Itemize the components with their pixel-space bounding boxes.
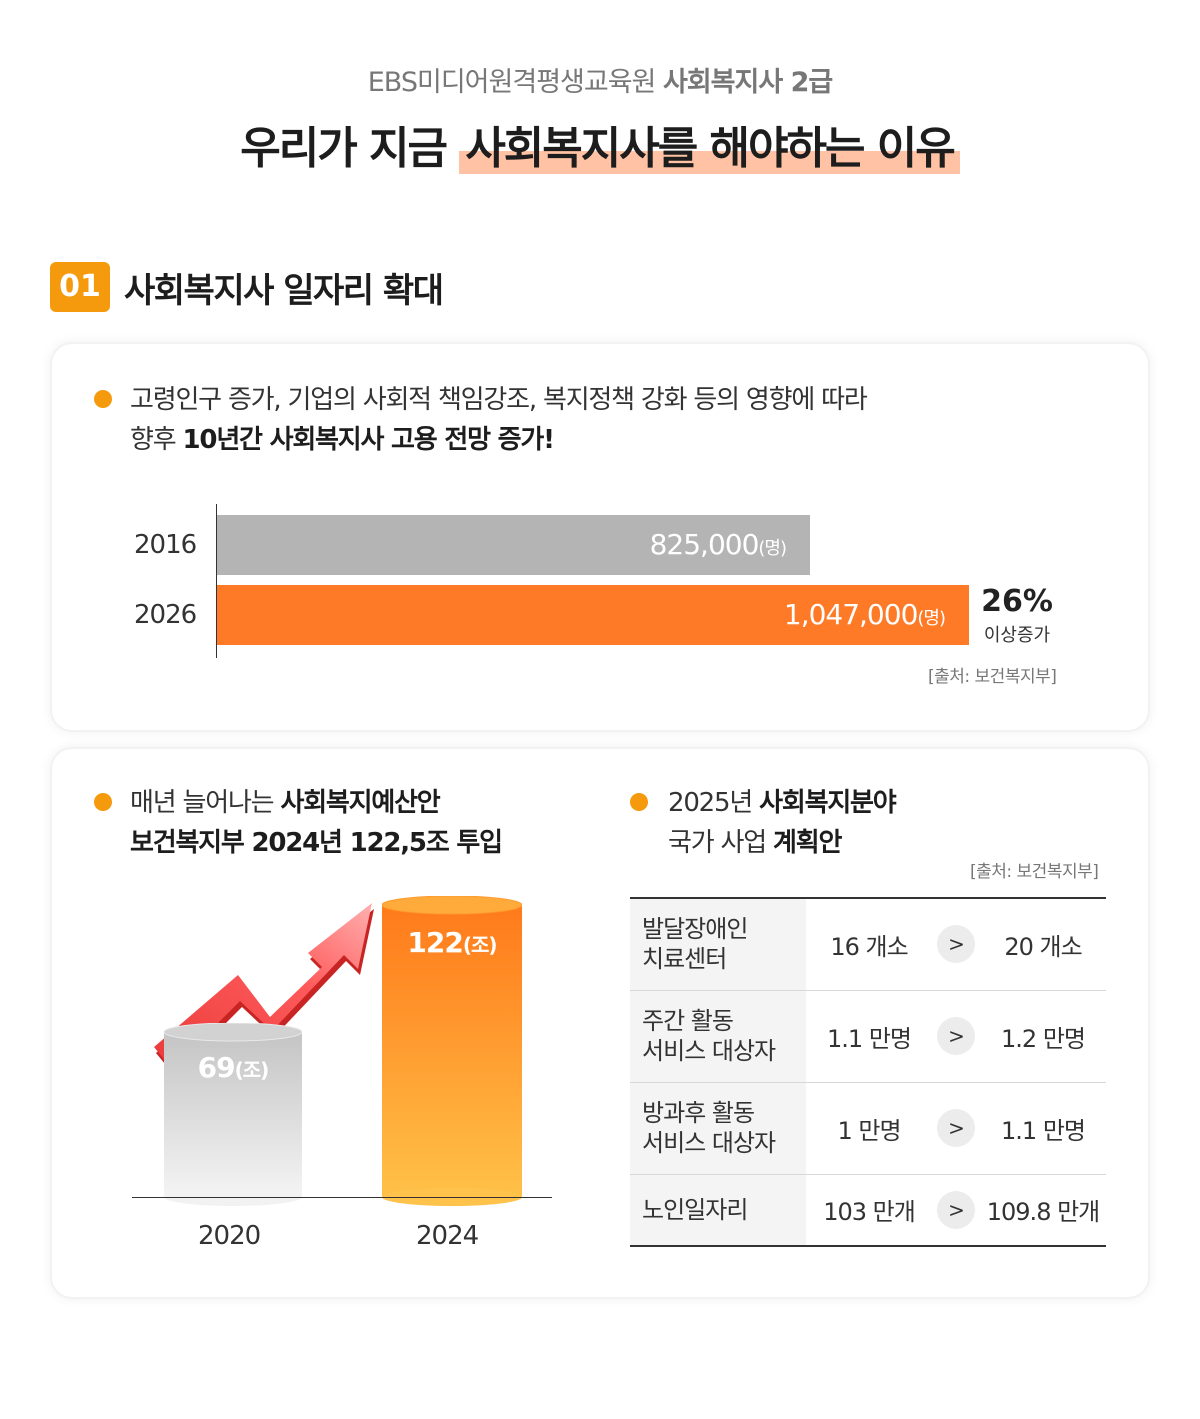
- value-to: 109.8 만개: [980, 1174, 1106, 1247]
- value-to: 1.2 만명: [980, 990, 1106, 1083]
- growth-label: 이상증가: [983, 625, 1051, 646]
- source-note: [출처: 보건복지부]: [928, 667, 1057, 687]
- row-label-line: 서비스 대상자: [642, 1037, 776, 1065]
- row-label: 주간 활동 서비스 대상자: [630, 990, 806, 1083]
- cylinder-value-number: 69: [197, 1051, 236, 1084]
- plan-line-1-prefix: 2025년: [668, 788, 753, 818]
- row-label-line: 서비스 대상자: [642, 1129, 776, 1157]
- cylinder-value-unit: (조): [462, 933, 498, 957]
- value-to: 20 개소: [980, 897, 1106, 991]
- chevron-right-icon: >: [937, 925, 975, 964]
- cylinder-shape: [164, 1023, 302, 1206]
- cylinder-value: 122(조): [382, 926, 522, 959]
- employment-line-2: 향후 10년간 사회복지사 고용 전망 증가!: [130, 420, 867, 460]
- budget-line-1-prefix: 매년 늘어나는: [130, 788, 275, 818]
- plan-text: 2025년 사회복지분야 국가 사업 계획안: [668, 783, 897, 863]
- chart-baseline: [132, 1197, 552, 1198]
- employment-line-2-prefix: 향후: [130, 425, 177, 455]
- budget-line-2-bold: 보건복지부 2024년 122,5조 투입: [130, 828, 503, 858]
- row-label: 노인일자리: [630, 1174, 806, 1247]
- bar-value-label: 1,047,000: [783, 598, 919, 631]
- section-title: 사회복지사 일자리 확대: [124, 270, 444, 311]
- arrow-cell: >: [932, 990, 980, 1083]
- value-from: 1 만명: [806, 1082, 932, 1175]
- bar-value-label: 825,000: [649, 528, 760, 561]
- cylinder-top: [382, 896, 522, 915]
- employment-text: 고령인구 증가, 기업의 사회적 책임강조, 복지정책 강화 등의 영향에 따라…: [130, 380, 868, 460]
- page-title-highlight: 사회복지사를 해야하는 이유: [459, 123, 960, 174]
- row-label: 방과후 활동 서비스 대상자: [630, 1082, 806, 1175]
- chart-axis: [216, 504, 217, 658]
- section-number-badge: 01: [50, 262, 110, 312]
- bar-unit-label: (명): [758, 538, 787, 559]
- bullet-dot-icon: [94, 390, 112, 408]
- page-title-prefix: 우리가 지금: [240, 123, 448, 174]
- bar-year-label: 2016: [134, 530, 197, 560]
- plan-line-1-bold: 사회복지분야: [759, 788, 897, 818]
- cylinder-value: 69(조): [164, 1051, 302, 1084]
- plan-line-2-bold: 계획안: [773, 828, 842, 858]
- table-row: 노인일자리 103 만개 > 109.8 만개: [630, 1174, 1106, 1247]
- arrow-cell: >: [932, 1174, 980, 1247]
- value-to: 1.1 만명: [980, 1082, 1106, 1175]
- page-title: 우리가 지금 사회복지사를 해야하는 이유: [0, 112, 1200, 176]
- bar-unit-label: (명): [917, 608, 946, 629]
- budget-text: 매년 늘어나는 사회복지예산안 보건복지부 2024년 122,5조 투입: [130, 783, 503, 863]
- plan-line-2: 국가 사업 계획안: [668, 823, 896, 863]
- source-note: [출처: 보건복지부]: [970, 862, 1099, 882]
- institute-name: EBS미디어원격평생교육원: [367, 67, 657, 98]
- employment-line-2-bold: 10년간 사회복지사 고용 전망 증가!: [182, 425, 555, 455]
- budget-line-2: 보건복지부 2024년 122,5조 투입: [130, 823, 503, 863]
- plan-table: 발달장애인 치료센터 16 개소 > 20 개소 주간 활동 서비스 대상자 1.1…: [630, 897, 1106, 1247]
- table-row: 주간 활동 서비스 대상자 1.1 만명 > 1.2 만명: [630, 990, 1106, 1083]
- budget-card: 매년 늘어나는 사회복지예산안 보건복지부 2024년 122,5조 투입 69…: [50, 747, 1150, 1299]
- table-row: 발달장애인 치료센터 16 개소 > 20 개소: [630, 897, 1106, 991]
- row-label-line: 방과후 활동: [642, 1099, 755, 1127]
- bullet-dot-icon: [94, 793, 112, 811]
- row-label: 발달장애인 치료센터: [630, 897, 806, 991]
- cylinder-year-label: 2020: [198, 1221, 261, 1251]
- budget-cylinder-2024: 122(조): [382, 896, 522, 1206]
- bar-2016: 825,000(명): [217, 515, 810, 575]
- bullet-dot-icon: [630, 793, 648, 811]
- cylinder-year-label: 2024: [416, 1221, 479, 1251]
- growth-percent: 26%: [981, 584, 1053, 619]
- budget-line-1-bold: 사회복지예산안: [280, 788, 440, 818]
- employment-card: 고령인구 증가, 기업의 사회적 책임강조, 복지정책 강화 등의 영향에 따라…: [50, 342, 1150, 732]
- row-label-line: 발달장애인: [642, 915, 748, 944]
- row-label-line: 치료센터: [642, 945, 727, 974]
- table-row: 방과후 활동 서비스 대상자 1 만명 > 1.1 만명: [630, 1082, 1106, 1175]
- bar-year-label: 2026: [134, 600, 197, 630]
- course-name: 사회복지사 2급: [663, 67, 833, 98]
- arrow-cell: >: [932, 1082, 980, 1175]
- cylinder-shape: [382, 896, 522, 1206]
- arrow-cell: >: [932, 897, 980, 991]
- budget-cylinder-2020: 69(조): [164, 1023, 302, 1206]
- section-header: 01 사회복지사 일자리 확대: [50, 262, 444, 312]
- value-from: 16 개소: [806, 897, 932, 991]
- chevron-right-icon: >: [937, 1017, 975, 1055]
- row-label-line: 노인일자리: [642, 1195, 748, 1224]
- chevron-right-icon: >: [937, 1109, 975, 1147]
- cylinder-top: [164, 1023, 302, 1042]
- value-from: 1.1 만명: [806, 990, 932, 1083]
- cylinder-body: [164, 1032, 302, 1197]
- cylinder-value-unit: (조): [234, 1058, 270, 1082]
- plan-line-1: 2025년 사회복지분야: [668, 783, 897, 823]
- chevron-right-icon: >: [937, 1190, 975, 1229]
- value-from: 103 만개: [806, 1174, 932, 1247]
- plan-line-2-prefix: 국가 사업: [668, 828, 767, 858]
- budget-line-1: 매년 늘어나는 사회복지예산안: [130, 783, 502, 823]
- cylinder-body: [382, 905, 522, 1197]
- row-label-line: 주간 활동: [642, 1007, 734, 1035]
- growth-callout: 26% 이상증가: [962, 584, 1072, 647]
- cylinder-value-number: 122: [407, 926, 463, 959]
- bar-2026: 1,047,000(명): [217, 585, 969, 645]
- header-subtitle: EBS미디어원격평생교육원 사회복지사 2급: [0, 60, 1200, 99]
- employment-line-1: 고령인구 증가, 기업의 사회적 책임강조, 복지정책 강화 등의 영향에 따라: [130, 385, 868, 415]
